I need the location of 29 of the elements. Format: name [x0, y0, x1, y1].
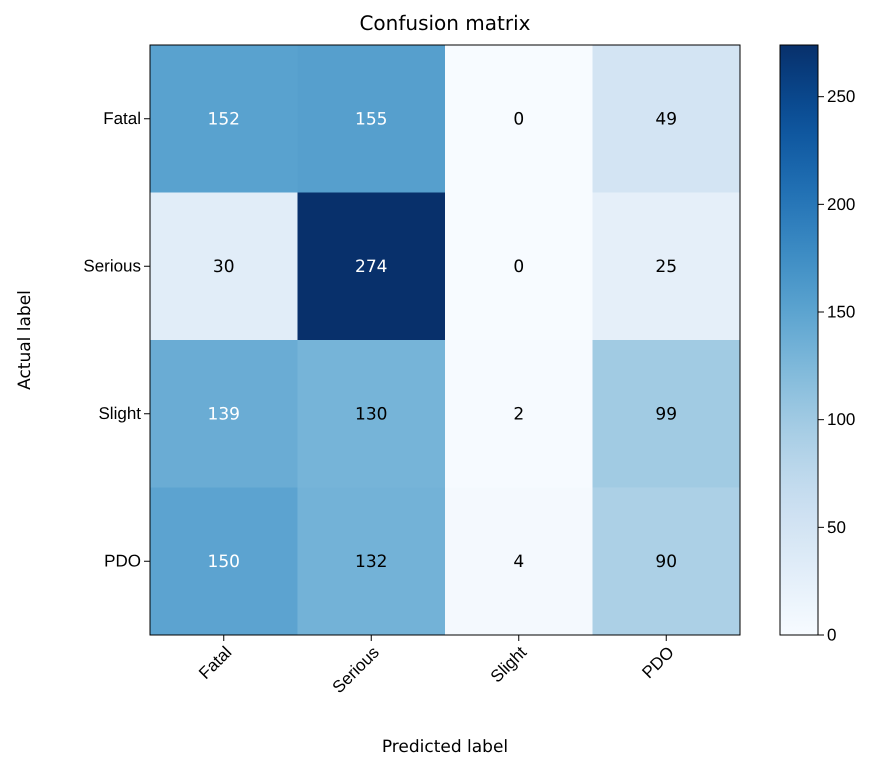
data-label: 152	[208, 110, 240, 130]
data-label: 90	[655, 552, 678, 572]
data-label: 30	[212, 257, 235, 278]
data-label: 274	[355, 257, 388, 278]
data-label: 150	[208, 552, 240, 572]
y-tick-label: Serious	[83, 256, 141, 276]
data-label: 4	[513, 552, 524, 572]
color-bar-label: 50	[827, 518, 846, 537]
data-label: 139	[208, 404, 240, 425]
y-axis-title: Actual label	[15, 290, 35, 390]
data-label: 155	[355, 110, 388, 130]
data-label: 132	[355, 552, 388, 572]
data-label: 49	[655, 110, 678, 130]
data-label: 0	[513, 110, 524, 130]
data-label: 99	[655, 404, 678, 425]
data-label: 2	[513, 404, 524, 425]
data-label: 0	[513, 257, 524, 278]
y-tick-label: PDO	[104, 552, 141, 571]
color-bar-label: 150	[827, 302, 856, 322]
data-label: 25	[655, 257, 678, 278]
color-bar-label: 200	[827, 194, 856, 214]
color-bar-label: 100	[827, 410, 856, 430]
y-tick-label: Slight	[98, 404, 142, 424]
color-bar-label: 250	[827, 87, 856, 106]
chart-title: Confusion matrix	[359, 11, 531, 35]
y-tick-label: Fatal	[103, 109, 141, 128]
data-label: 130	[355, 404, 388, 425]
color-bar-label: 0	[827, 625, 836, 644]
x-axis-title: Predicted label	[382, 737, 508, 757]
